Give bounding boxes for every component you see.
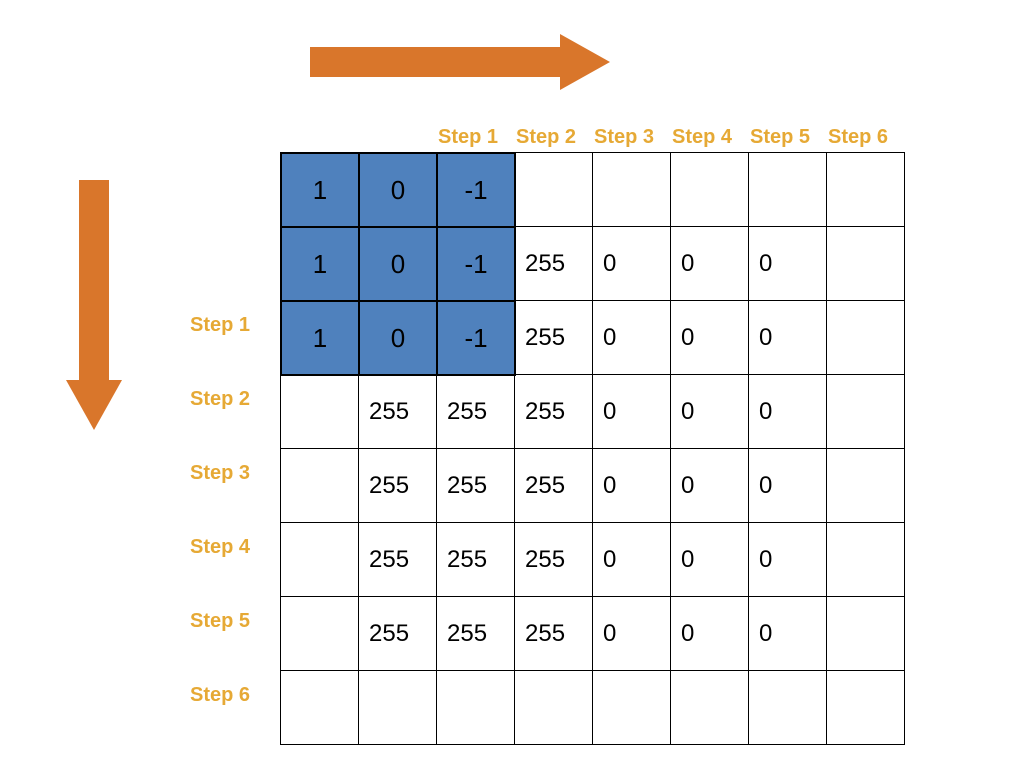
grid-cell: [281, 671, 359, 745]
grid-cell: [827, 449, 905, 523]
kernel-cell: 0: [359, 153, 437, 227]
top-step-label: Step 2: [516, 126, 576, 149]
grid-cell: [749, 153, 827, 227]
top-step-label: Step 6: [828, 126, 888, 149]
v-arrow-head-icon: [66, 380, 122, 430]
grid-cell: 255: [437, 449, 515, 523]
grid-cell: 255: [515, 597, 593, 671]
top-step-label: Step 3: [594, 126, 654, 149]
grid-cell: [593, 671, 671, 745]
grid-cell: [827, 671, 905, 745]
kernel-cell: -1: [437, 301, 515, 375]
kernel-overlay: 10-1 10-1 10-1: [280, 152, 516, 376]
top-step-label: Step 4: [672, 126, 732, 149]
grid-cell: [437, 671, 515, 745]
grid-cell: 255: [359, 597, 437, 671]
h-arrow-shaft: [310, 47, 560, 77]
left-step-label: Step 4: [190, 536, 250, 559]
grid-cell: [827, 153, 905, 227]
diagram-stage: { "canvas": { "width": 1024, "height": 7…: [0, 0, 1024, 774]
grid-cell: [827, 227, 905, 301]
grid-cell: [827, 523, 905, 597]
grid-cell: 255: [359, 375, 437, 449]
kernel-cell: 0: [359, 227, 437, 301]
grid-cell: [281, 449, 359, 523]
kernel-cell: -1: [437, 227, 515, 301]
grid-cell: [515, 153, 593, 227]
grid-cell: [827, 301, 905, 375]
left-step-label: Step 3: [190, 462, 250, 485]
grid-cell: [827, 597, 905, 671]
grid-cell: 0: [671, 597, 749, 671]
grid-cell: 255: [515, 227, 593, 301]
kernel-cell: 1: [281, 301, 359, 375]
grid-cell: 0: [749, 449, 827, 523]
left-step-label: Step 6: [190, 684, 250, 707]
v-arrow-shaft: [79, 180, 109, 380]
grid-cell: 0: [749, 375, 827, 449]
left-step-label: Step 2: [190, 388, 250, 411]
grid-cell: 0: [671, 227, 749, 301]
grid-cell: 255: [515, 523, 593, 597]
grid-cell: [671, 671, 749, 745]
grid-cell: [671, 153, 749, 227]
grid-cell: 255: [359, 449, 437, 523]
grid-cell: 0: [593, 449, 671, 523]
grid-cell: [515, 671, 593, 745]
grid-cell: 0: [749, 523, 827, 597]
grid-cell: [593, 153, 671, 227]
grid-cell: [749, 671, 827, 745]
grid-cell: 0: [671, 523, 749, 597]
grid-cell: 0: [593, 523, 671, 597]
grid-cell: 255: [437, 523, 515, 597]
grid-cell: [281, 597, 359, 671]
grid-cell: 0: [593, 597, 671, 671]
kernel-cell: 0: [359, 301, 437, 375]
grid-cell: [281, 523, 359, 597]
left-step-label: Step 1: [190, 314, 250, 337]
grid-cell: 255: [515, 301, 593, 375]
grid-cell: 0: [671, 449, 749, 523]
grid-cell: 0: [593, 375, 671, 449]
grid-cell: 0: [749, 227, 827, 301]
kernel-cell: 1: [281, 153, 359, 227]
grid-cell: 255: [437, 597, 515, 671]
grid-cell: [827, 375, 905, 449]
left-step-label: Step 5: [190, 610, 250, 633]
h-arrow-head-icon: [560, 34, 610, 90]
grid-cell: 255: [359, 523, 437, 597]
grid-cell: 0: [671, 301, 749, 375]
top-step-label: Step 1: [438, 126, 498, 149]
top-step-label: Step 5: [750, 126, 810, 149]
grid-cell: 0: [593, 301, 671, 375]
grid-cell: 0: [749, 597, 827, 671]
grid-cell: [359, 671, 437, 745]
grid-cell: 0: [671, 375, 749, 449]
kernel-cell: -1: [437, 153, 515, 227]
grid-cell: 255: [515, 375, 593, 449]
grid-cell: [281, 375, 359, 449]
grid-cell: 255: [437, 375, 515, 449]
grid-cell: 0: [593, 227, 671, 301]
grid-cell: 255: [515, 449, 593, 523]
kernel-cell: 1: [281, 227, 359, 301]
grid-cell: 0: [749, 301, 827, 375]
